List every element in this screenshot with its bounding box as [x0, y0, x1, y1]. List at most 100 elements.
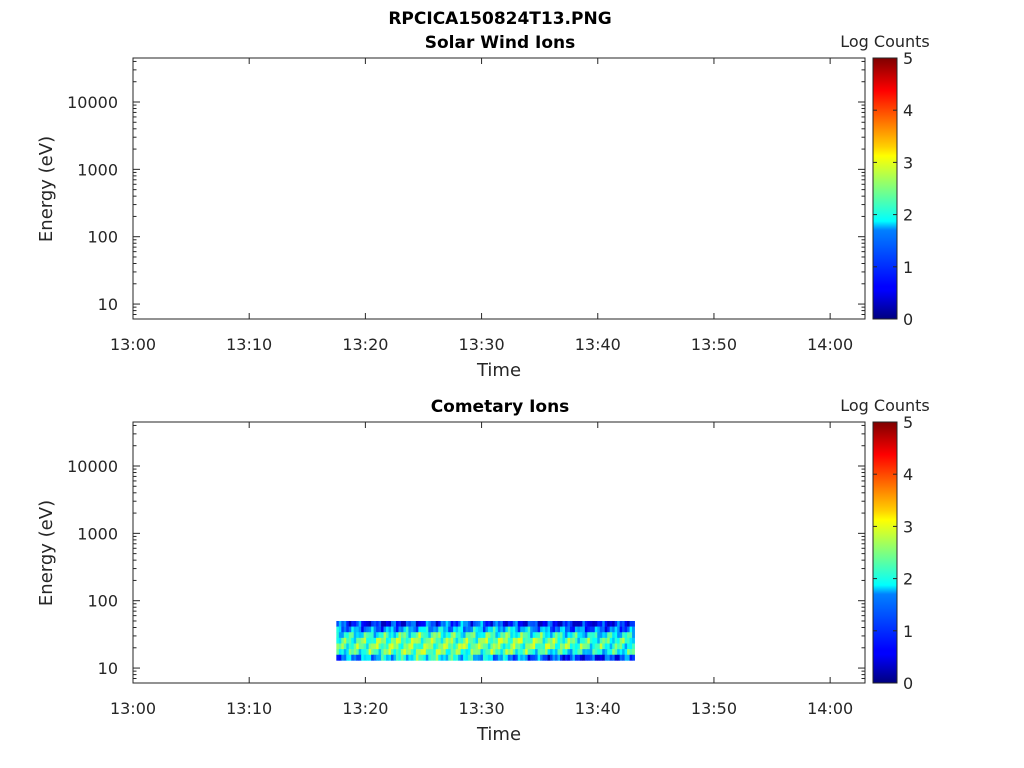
- spectrogram-cell: [525, 643, 529, 650]
- spectrogram-cell: [592, 654, 596, 661]
- spectrogram-cell: [507, 620, 511, 627]
- y-tick-label: 10000: [67, 93, 118, 112]
- spectrogram-cell: [579, 620, 583, 627]
- spectrogram-cell: [505, 654, 509, 661]
- spectrogram-cell: [465, 654, 469, 661]
- spectrogram-cell: [500, 632, 504, 639]
- spectrogram-cell: [567, 649, 571, 656]
- spectrogram-cell: [358, 643, 362, 650]
- spectrogram-cell: [545, 620, 548, 627]
- spectrogram-cell: [361, 643, 365, 650]
- spectrogram-cell: [423, 643, 427, 650]
- spectrogram-cell: [463, 637, 466, 644]
- spectrogram-cell: [495, 649, 499, 656]
- spectrogram-cell: [517, 632, 521, 639]
- spectrogram-cell: [341, 626, 345, 633]
- spectrogram-cell: [560, 654, 563, 661]
- spectrogram-cell: [420, 649, 424, 656]
- spectrogram-cell: [567, 632, 571, 639]
- spectrogram-cell: [492, 620, 496, 627]
- spectrogram-cell: [391, 649, 394, 656]
- spectrogram-cell: [604, 654, 608, 661]
- spectrogram-cell: [343, 649, 347, 656]
- x-tick-label: 13:10: [226, 335, 272, 354]
- spectrogram-cell: [415, 643, 419, 650]
- spectrogram-cell: [614, 637, 618, 644]
- spectrogram-cell: [458, 632, 461, 639]
- spectrogram-cell: [502, 649, 506, 656]
- spectrogram-cell: [398, 637, 402, 644]
- spectrogram-cell: [371, 620, 375, 627]
- colorbar-tick-label: 1: [903, 258, 913, 277]
- spectrogram-cell: [376, 637, 379, 644]
- spectrogram-cell: [507, 654, 511, 661]
- spectrogram-cell: [535, 620, 539, 627]
- spectrogram-cell: [336, 626, 340, 633]
- spectrogram-cell: [361, 620, 365, 627]
- spectrogram-cell: [455, 643, 459, 650]
- spectrogram-cell: [443, 654, 447, 661]
- spectrogram-cell: [560, 626, 563, 633]
- spectrogram-cell: [356, 632, 360, 639]
- spectrogram-cell: [388, 632, 392, 639]
- x-tick-label: 14:00: [807, 699, 853, 718]
- spectrogram-cell: [547, 620, 551, 627]
- x-tick-label: 14:00: [807, 335, 853, 354]
- spectrogram-cell: [525, 649, 529, 656]
- x-tick-label: 13:50: [691, 335, 737, 354]
- spectrogram-cell: [383, 632, 387, 639]
- spectrogram-cell: [510, 654, 514, 661]
- y-tick-label: 10000: [67, 457, 118, 476]
- spectrogram-cell: [351, 626, 355, 633]
- spectrogram-cell: [582, 637, 586, 644]
- spectrogram-cell: [353, 654, 357, 661]
- spectrogram-cell: [495, 632, 499, 639]
- spectrogram-cell: [545, 637, 548, 644]
- spectrogram-cell: [445, 654, 449, 661]
- spectrogram-cell: [403, 637, 407, 644]
- x-tick-label: 13:10: [226, 699, 272, 718]
- spectrogram-cell: [353, 643, 357, 650]
- spectrogram-cell: [405, 654, 409, 661]
- spectrogram-cell: [582, 620, 586, 627]
- spectrogram-cell: [475, 649, 479, 656]
- spectrogram-cell: [405, 637, 409, 644]
- spectrogram-cell: [619, 626, 623, 633]
- spectrogram-cell: [373, 654, 377, 661]
- spectrogram-cell: [386, 626, 389, 633]
- spectrogram-cell: [490, 643, 494, 650]
- spectrogram-cell: [356, 643, 360, 650]
- spectrogram-cell: [485, 637, 489, 644]
- spectrogram-cell: [562, 637, 566, 644]
- spectrogram-cell: [443, 626, 447, 633]
- spectrogram-cell: [366, 649, 370, 656]
- spectrogram-cell: [594, 649, 598, 656]
- spectrogram-cell: [500, 649, 504, 656]
- spectrogram-cell: [351, 632, 355, 639]
- spectrogram-cell: [567, 626, 571, 633]
- spectrogram-cell: [420, 637, 424, 644]
- spectrogram-cell: [453, 626, 457, 633]
- spectrogram-cell: [448, 654, 452, 661]
- spectrogram-cell: [398, 654, 402, 661]
- spectrogram-cell: [592, 649, 596, 656]
- spectrogram-cell: [515, 643, 519, 650]
- spectrogram-cell: [460, 620, 464, 627]
- spectrogram-cell: [420, 632, 424, 639]
- spectrogram-cell: [487, 649, 491, 656]
- spectrogram-cell: [584, 620, 588, 627]
- spectrogram-cell: [594, 637, 598, 644]
- spectrogram-cell: [555, 620, 558, 627]
- spectrogram-cell: [460, 654, 464, 661]
- spectrogram-cell: [386, 643, 389, 650]
- spectrogram-cell: [450, 626, 454, 633]
- spectrogram-cell: [470, 632, 474, 639]
- spectrogram-cell: [400, 654, 404, 661]
- spectrogram-cell: [448, 632, 452, 639]
- spectrogram-cell: [492, 654, 496, 661]
- spectrogram-cell: [532, 637, 536, 644]
- spectrogram-cell: [366, 643, 370, 650]
- spectrogram-cell: [418, 637, 422, 644]
- spectrogram-cell: [602, 637, 606, 644]
- spectrogram-cell: [492, 632, 496, 639]
